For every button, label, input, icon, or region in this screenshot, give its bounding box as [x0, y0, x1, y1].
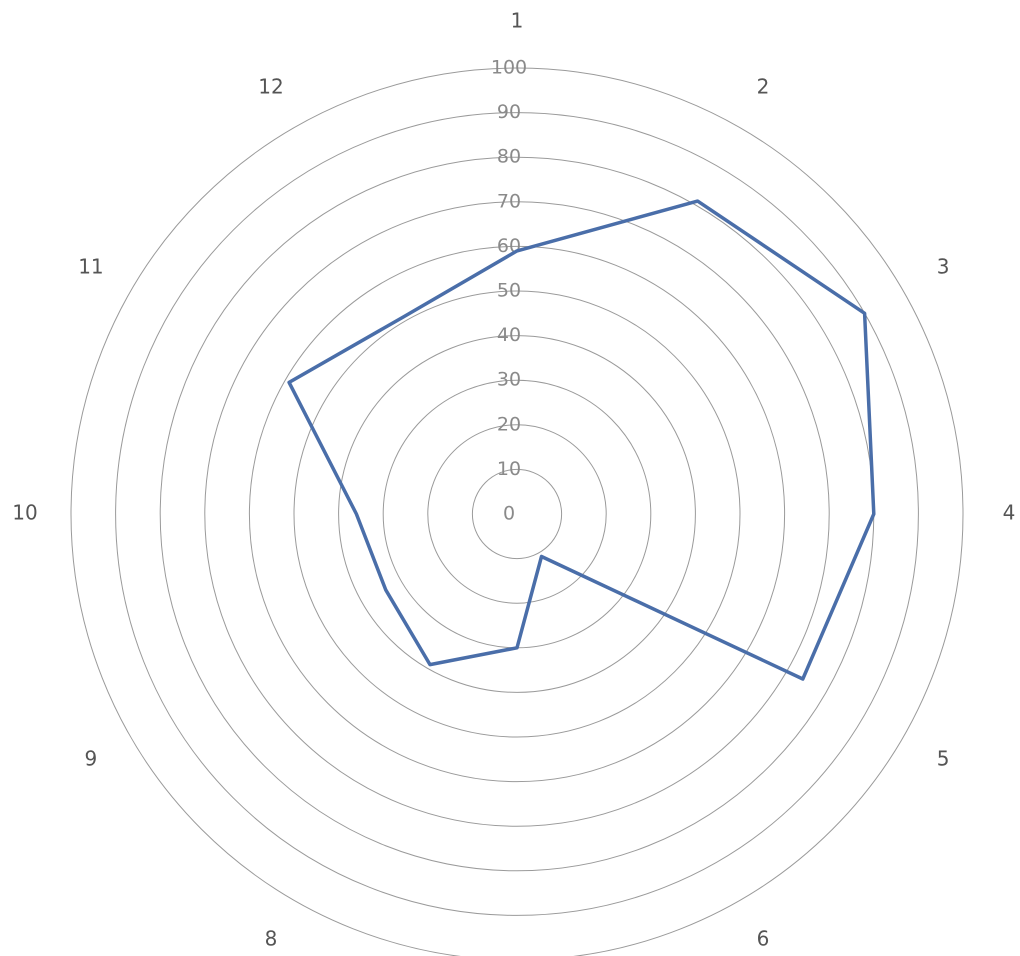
category-label: 1	[511, 9, 524, 33]
grid-ring	[427, 424, 607, 604]
grid-ring	[159, 156, 875, 872]
series-line	[287, 199, 876, 681]
category-label: 6	[757, 927, 770, 951]
category-label: 2	[757, 74, 770, 98]
category-label: 10	[12, 501, 37, 525]
r-tick-label: 100	[491, 57, 527, 79]
r-tick-label: 90	[497, 101, 521, 123]
r-tick-label: 30	[497, 369, 521, 391]
category-label: 3	[937, 255, 950, 279]
grid-ring	[204, 201, 830, 827]
category-label: 8	[265, 927, 278, 951]
r-tick-label: 80	[497, 146, 521, 168]
grid-ring	[471, 468, 563, 560]
r-tick-label: 20	[497, 413, 521, 435]
r-tick-label: 70	[497, 190, 521, 212]
grid-ring	[115, 112, 919, 916]
r-tick-label: 0	[503, 503, 515, 525]
r-tick-label: 10	[497, 458, 521, 480]
grid-ring	[293, 290, 741, 738]
category-label: 4	[1003, 501, 1016, 525]
grid-ring	[70, 67, 964, 956]
category-label: 9	[85, 747, 98, 771]
category-label: 12	[258, 74, 283, 98]
category-label: 5	[937, 747, 950, 771]
grid-ring	[248, 245, 786, 783]
category-label: 11	[78, 255, 103, 279]
r-tick-label: 40	[497, 324, 521, 346]
grid-ring	[338, 335, 696, 693]
r-tick-label: 50	[497, 280, 521, 302]
